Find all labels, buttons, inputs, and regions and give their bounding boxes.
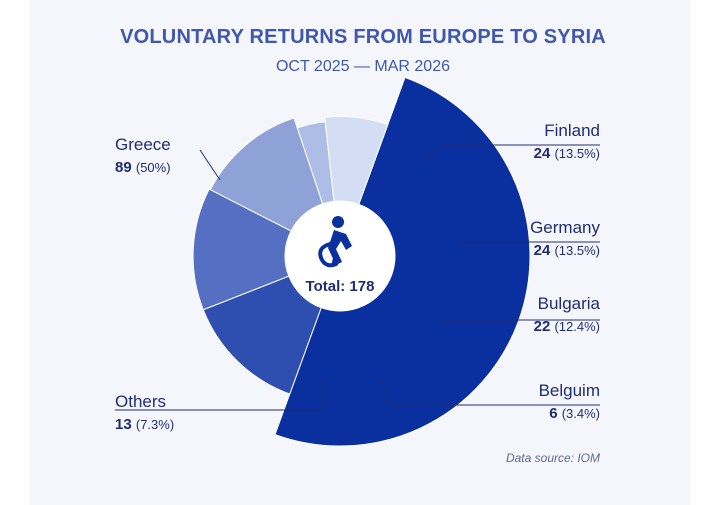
label-finland: Finland	[544, 121, 600, 140]
leader-line-belguim	[381, 379, 600, 406]
chart-title: VOLUNTARY RETURNS FROM EUROPE TO SYRIA	[120, 26, 606, 48]
value-label-greece: 89 (50%)	[115, 159, 171, 176]
label-belguim: Belguim	[539, 381, 600, 400]
chart-subtitle: OCT 2025 — MAR 2026	[275, 58, 450, 75]
label-others: Others	[115, 392, 166, 411]
value-label-bulgaria: 22 (12.4%)	[534, 318, 600, 335]
leader-line-finland	[419, 144, 600, 163]
data-source: Data source: IOM	[506, 451, 600, 465]
label-greece: Greece	[115, 135, 171, 154]
donut-center	[285, 201, 395, 311]
person-returning-icon	[318, 216, 352, 268]
value-label-finland: 24 (13.5%)	[534, 145, 600, 162]
label-bulgaria: Bulgaria	[538, 294, 601, 313]
value-label-others: 13 (7.3%)	[115, 416, 174, 433]
value-label-belguim: 6 (3.4%)	[549, 405, 600, 422]
value-label-germany: 24 (13.5%)	[534, 242, 600, 259]
label-germany: Germany	[530, 218, 600, 237]
leader-line-greece	[199, 149, 221, 181]
leader-line-others	[115, 380, 323, 411]
slice-others	[324, 115, 389, 205]
total-label: Total: 178	[306, 278, 375, 295]
